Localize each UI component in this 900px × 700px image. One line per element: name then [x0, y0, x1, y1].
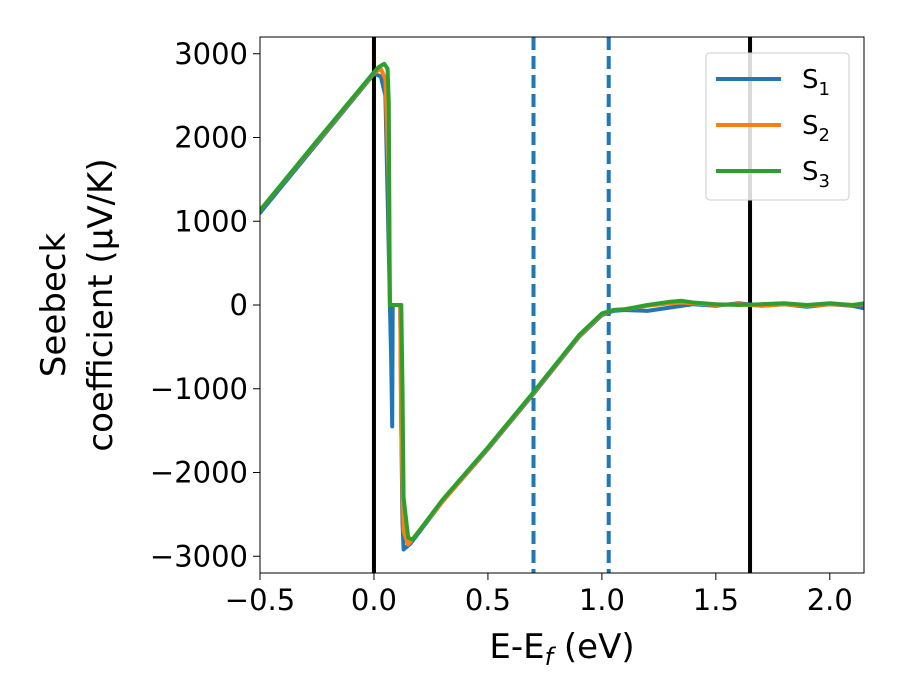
legend-label-1: S1 — [802, 65, 830, 100]
series-line-3 — [260, 61, 864, 542]
y-tick-label: −2000 — [150, 456, 248, 490]
y-axis-label-line-1: Seebeck — [34, 233, 74, 378]
legend-label-2: S2 — [802, 111, 830, 146]
y-tick-label: 3000 — [174, 37, 248, 71]
axis-labels: E-Ef (eV) Seebeck coefficient (μV/K) — [34, 158, 635, 671]
y-tick-label: 1000 — [174, 204, 248, 238]
x-tick-label: 1.0 — [579, 583, 625, 617]
x-tick-label: 0.5 — [465, 583, 511, 617]
y-tick-label: 2000 — [174, 121, 248, 155]
y-tick-label: 0 — [230, 288, 248, 322]
y-tick-label: −1000 — [150, 372, 248, 406]
legend: S1 S2 S3 — [705, 52, 850, 201]
x-tick-label: 2.0 — [807, 583, 853, 617]
legend-label-3: S3 — [802, 157, 830, 192]
y-tick-label: −3000 — [150, 539, 248, 573]
axis-ticks: −0.5 0.0 0.5 1.0 1.5 2.0 −3000 −2000 −1000 0 1000 2… — [150, 37, 853, 617]
x-tick-label: −0.5 — [225, 583, 295, 617]
x-axis-label: E-Ef (eV) — [489, 627, 634, 671]
series-lines — [260, 61, 864, 552]
x-tick-label: 1.5 — [693, 583, 739, 617]
y-axis-label-line-2: coefficient (μV/K) — [81, 158, 121, 451]
x-tick-label: 0.0 — [351, 583, 397, 617]
